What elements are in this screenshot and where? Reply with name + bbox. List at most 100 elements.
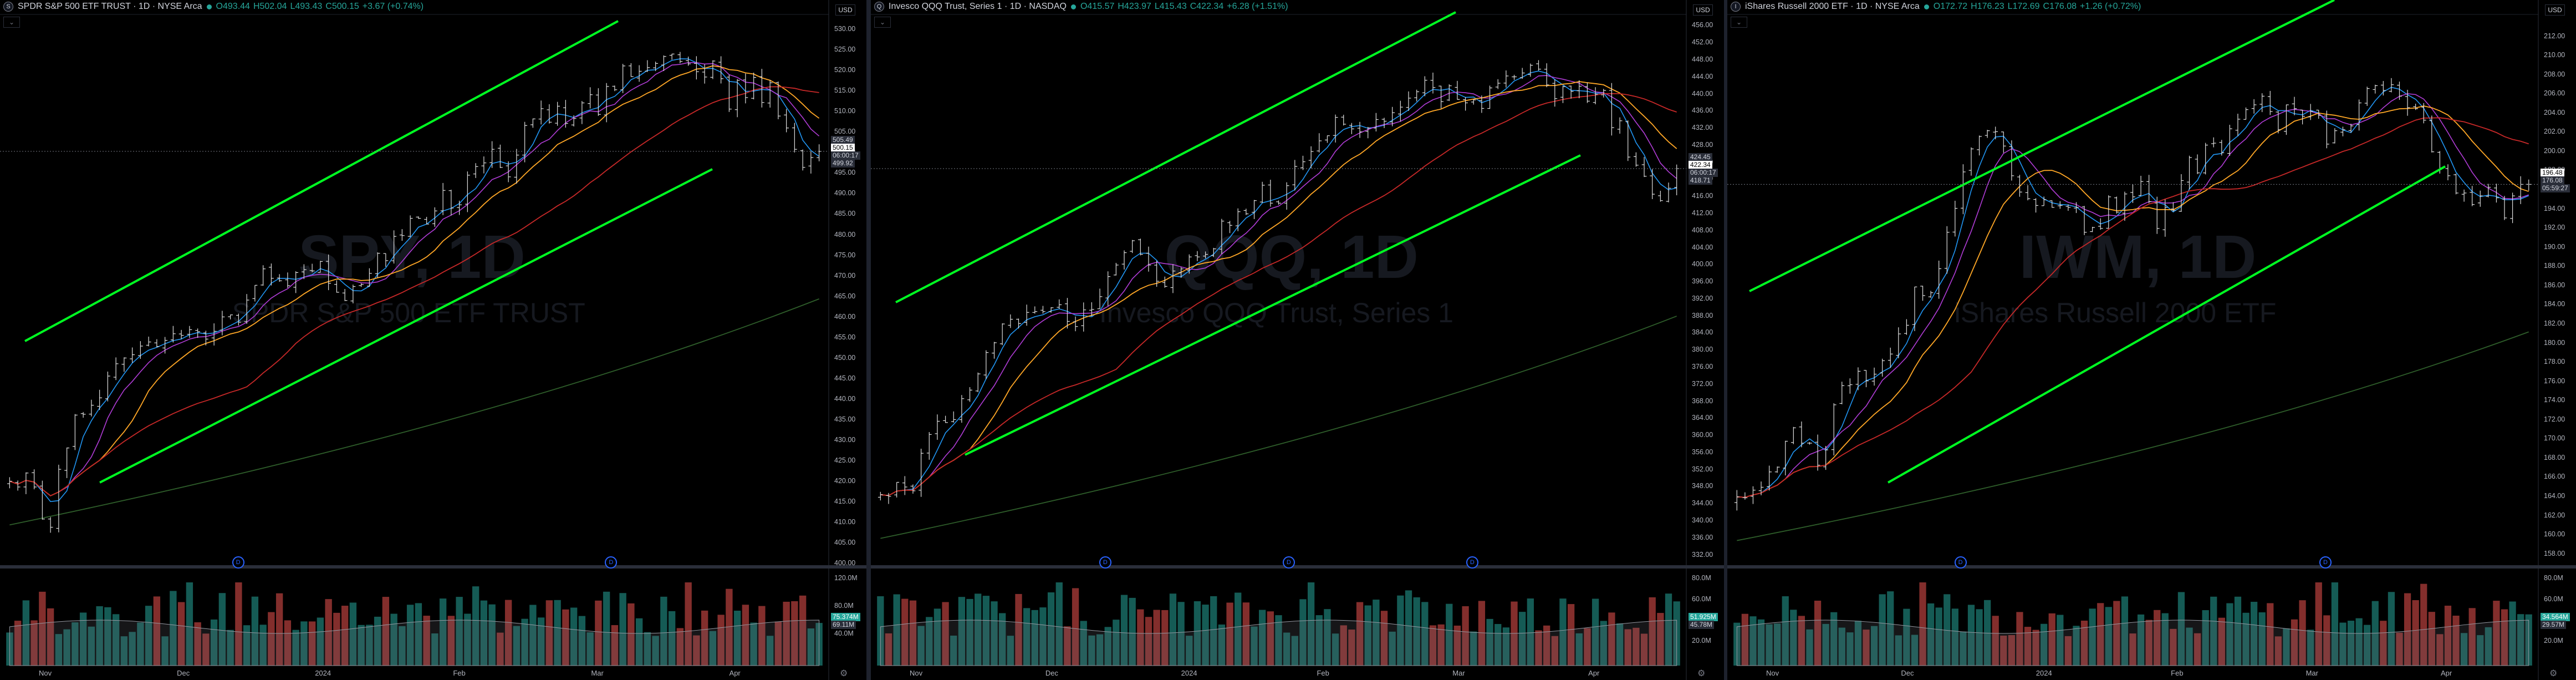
candle[interactable] [2470,186,2475,206]
candle[interactable] [726,75,732,112]
candle[interactable] [686,57,691,66]
volume-bar[interactable] [521,618,528,666]
volume-bar[interactable] [2420,583,2427,666]
candle[interactable] [350,285,356,303]
volume-bar[interactable] [1153,610,1160,666]
candle[interactable] [538,100,544,125]
candle[interactable] [734,79,740,118]
volume-bar[interactable] [942,602,949,666]
ma-mid-line[interactable] [880,75,1677,496]
candle[interactable] [2146,175,2152,204]
volume-bar[interactable] [153,596,161,666]
candle[interactable] [2486,184,2491,197]
volume-bar[interactable] [2299,600,2306,666]
volume-bar[interactable] [2064,636,2072,666]
candle[interactable] [1985,130,1990,138]
candle[interactable] [383,253,389,267]
candle[interactable] [800,149,805,171]
volume-bar[interactable] [202,633,210,666]
volume-bar[interactable] [341,606,349,666]
candle[interactable] [612,85,618,92]
volume-bar[interactable] [2315,582,2322,666]
volume-bar[interactable] [733,610,741,666]
candle[interactable] [2332,128,2338,144]
candle[interactable] [1601,89,1606,98]
volume-bar[interactable] [2177,592,2185,666]
volume-bar[interactable] [88,626,95,666]
volume-bar[interactable] [2008,635,2015,666]
volume-bar[interactable] [1283,632,1290,666]
candle[interactable] [2461,189,2467,202]
volume-bar[interactable] [578,616,586,666]
ma-slow-line[interactable] [9,65,820,496]
volume-bar[interactable] [1927,603,1935,666]
ma-slow-line[interactable] [1737,105,2529,498]
volume-bar[interactable] [1104,627,1111,666]
volume-bar[interactable] [2355,618,2363,666]
candle[interactable] [1657,190,1663,202]
ma-200-line[interactable] [880,316,1677,539]
volume-bar[interactable] [1944,594,1951,666]
candle[interactable] [1807,442,1812,445]
candle[interactable] [2041,196,2047,206]
candle[interactable] [1791,427,1796,444]
volume-bar[interactable] [14,621,22,666]
candle[interactable] [391,230,397,264]
candle[interactable] [1487,85,1492,109]
candle[interactable] [588,87,593,109]
candle[interactable] [1585,82,1590,103]
candle[interactable] [506,161,511,182]
volume-bar[interactable] [807,628,815,666]
volume-bar[interactable] [2493,601,2500,666]
candle[interactable] [1864,370,1869,388]
candle[interactable] [579,101,585,124]
volume-bar[interactable] [1161,610,1169,666]
candle[interactable] [808,151,814,174]
candle[interactable] [2405,89,2410,116]
volume-bar[interactable] [1210,596,1217,666]
volume-bar[interactable] [1822,623,1829,666]
candle[interactable] [2130,184,2135,203]
volume-bar[interactable] [635,618,643,666]
candle[interactable] [2494,184,2499,203]
candle[interactable] [967,387,972,402]
volume-bar[interactable] [1640,633,1648,666]
candle[interactable] [2340,126,2345,136]
candle[interactable] [992,342,997,359]
volume-bar[interactable] [562,609,569,666]
volume-bar[interactable] [1193,601,1201,666]
candle[interactable] [1365,126,1371,139]
candle[interactable] [359,283,364,287]
volume-bar[interactable] [423,616,430,666]
volume-bar[interactable] [1186,636,1193,666]
volume-bar[interactable] [909,600,917,666]
volume-bar[interactable] [1535,630,1542,666]
volume-bar[interactable] [1242,602,1250,666]
volume-bar[interactable] [603,591,610,666]
candle[interactable] [2106,195,2111,229]
candle[interactable] [1888,347,1893,368]
candle[interactable] [64,447,70,478]
candle[interactable] [2292,97,2297,115]
volume-bar[interactable] [464,613,471,666]
candle[interactable] [926,432,932,460]
candle[interactable] [2324,110,2329,149]
candle[interactable] [1390,106,1395,126]
volume-bar[interactable] [2137,614,2145,666]
volume-bar[interactable] [497,632,504,666]
candle[interactable] [743,73,748,104]
candle[interactable] [1446,84,1452,102]
candle[interactable] [636,65,642,82]
candle[interactable] [1896,327,1901,358]
candle[interactable] [1065,298,1070,329]
candle[interactable] [653,62,659,72]
candle[interactable] [2195,154,2200,174]
candle[interactable] [1349,123,1354,134]
volume-bar[interactable] [1080,621,1087,666]
candle[interactable] [481,156,487,174]
candle[interactable] [2413,103,2419,110]
volume-bar[interactable] [1502,627,1510,666]
volume-bar[interactable] [2097,603,2104,666]
candle[interactable] [1024,305,1029,326]
candle[interactable] [1381,118,1387,128]
